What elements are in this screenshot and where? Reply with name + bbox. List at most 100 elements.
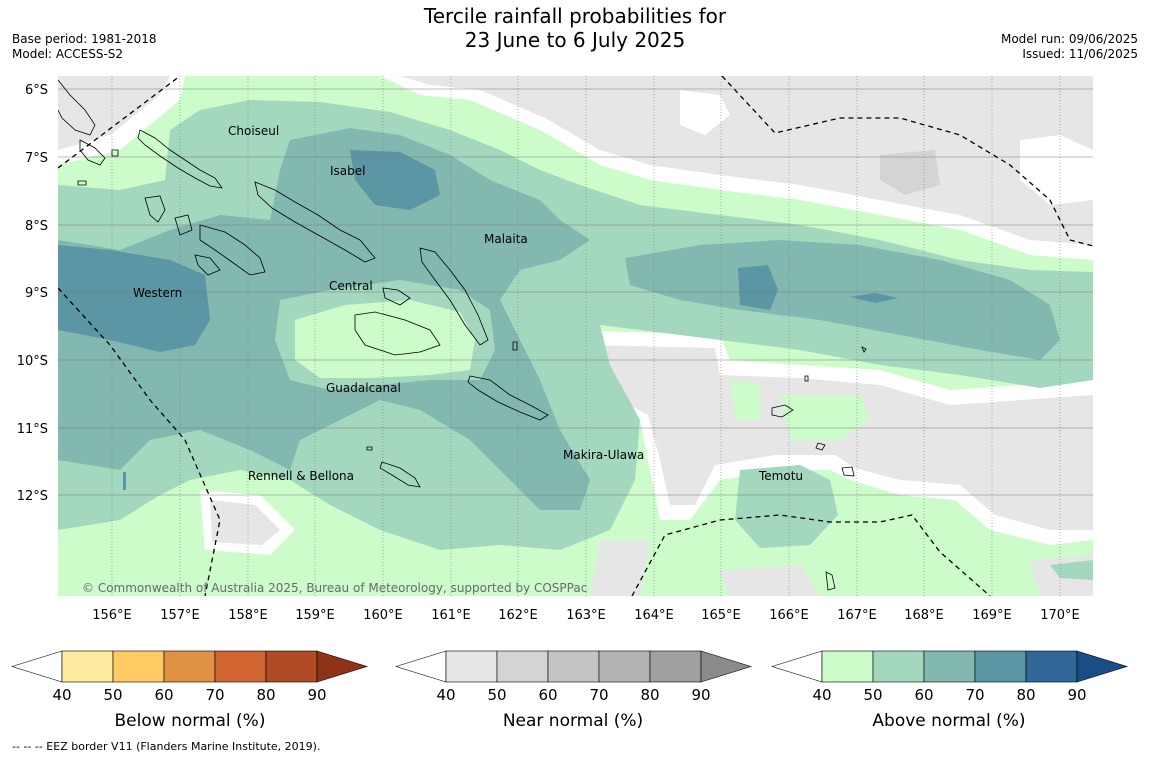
above-normal-60-east [625,240,1060,360]
model-name: Model: ACCESS-S2 [12,47,124,61]
colorbar-tick-label: 90 [691,686,710,704]
eez-borders [58,76,1093,596]
label-rennell: Rennell & Bellona [248,469,354,483]
eez-legend-note: -- -- -- EEZ border V11 (Flanders Marine… [12,740,321,753]
lon-label: 170°E [1040,608,1080,623]
colorbar-segment [1025,650,1078,683]
colorbar-tick-label: 40 [812,686,831,704]
colorbar-tick-label: 80 [640,686,659,704]
isabel-coast [254,181,376,263]
coastlines [58,79,867,591]
lon-label: 166°E [769,608,809,623]
colorbar-below-label: Below normal (%) [115,711,266,731]
label-malaita: Malaita [484,232,528,246]
colorbar-segment [61,650,114,683]
colorbar-segment [923,650,976,683]
title-line-2: 23 June to 6 July 2025 [464,28,686,52]
tiny-isle-7 [111,149,119,157]
lat-label: 6°S [25,83,48,98]
colorbar-below-normal: 40 50 60 70 80 90 [10,650,369,704]
colorbar-segment [974,650,1027,683]
above-normal-70-isabel [350,150,440,210]
above-normal-70-east [738,265,778,310]
colorbar-segment [214,650,267,683]
colorbar-extend-low [394,650,447,683]
colorbar-segment [547,650,600,683]
lon-axis-labels: 156°E 157°E 158°E 159°E 160°E 161°E 162°… [92,608,1080,623]
above-normal-50-temotu [735,465,838,548]
colorbar-segment [872,650,925,683]
santa-cruz-coast [771,404,794,418]
above-normal-70-east-small [850,293,898,303]
eez-border-ne [721,76,1093,247]
colorbar-above-normal: 40 50 60 70 80 90 [770,650,1129,704]
lon-label: 157°E [160,608,200,623]
above-normal-50-se [1050,560,1093,580]
province-labels: Choiseul Isabel Malaita Western Central … [133,124,803,483]
lat-label: 10°S [17,354,48,369]
lat-label: 11°S [17,422,48,437]
colorbar-segment [496,650,549,683]
lon-label: 162°E [498,608,538,623]
lon-label: 164°E [634,608,674,623]
colorbar-extend-high [316,650,369,683]
lon-label: 160°E [363,608,403,623]
map-copyright: © Commonwealth of Australia 2025, Bureau… [82,581,587,595]
meta-left: Base period: 1981-2018 Model: ACCESS-S2 [12,32,157,62]
bougainville-south-coast [79,139,106,166]
new-georgia-main-coast [199,224,266,276]
label-central: Central [329,279,373,293]
malaita-coast [419,247,489,346]
colorbar-tick-label: 60 [154,686,173,704]
eez-border-south [631,514,991,596]
colorbar-tick-label: 80 [256,686,275,704]
colorbar-segment [265,650,318,683]
map-title: Tercile rainfall probabilities for 23 Ju… [0,4,1150,52]
model-run: Model run: 09/06/2025 [1000,32,1138,46]
meta-right: Model run: 09/06/2025 Issued: 11/06/2025 [1001,32,1138,62]
vanikoro-coast [841,466,855,477]
tiny-isle-5 [366,446,373,451]
colorbar-segment [112,650,165,683]
map-grid [58,76,1093,596]
lat-grid-lines [58,88,1093,496]
above-normal-70-western [58,245,210,352]
above-normal-50-guad-inner [295,300,475,378]
colorbar-tick-label: 90 [1067,686,1086,704]
colorbar-extend-high [1076,650,1129,683]
colorbar-tick-label: 90 [307,686,326,704]
tiny-isle-1 [804,375,809,382]
colorbar-segment [821,650,874,683]
colorbar-tick-label: 50 [487,686,506,704]
label-choiseul: Choiseul [228,124,279,138]
utupua-coast [815,442,826,451]
lon-label: 159°E [295,608,335,623]
colorbar-tick-label: 60 [538,686,557,704]
above-normal-70-mark [123,472,126,490]
colorbar-extend-low [770,650,823,683]
colorbar-extend-high [700,650,753,683]
lat-label: 7°S [25,151,48,166]
rendova-coast [194,254,221,276]
colorbar-tick-label: 80 [1016,686,1035,704]
colorbar-near-label: Near normal (%) [503,711,643,731]
colorbar-tick-label: 60 [914,686,933,704]
lat-label: 12°S [17,489,48,504]
title-line-1: Tercile rainfall probabilities for [423,4,727,28]
choiseul-coast [137,129,223,189]
base-period: Base period: 1981-2018 [12,32,157,46]
colorbar-segment [598,650,651,683]
new-georgia-coast [144,195,166,223]
lon-label: 167°E [837,608,877,623]
lon-label: 156°E [92,608,132,623]
lat-label: 8°S [25,219,48,234]
map-plot-area: © Commonwealth of Australia 2025, Bureau… [58,76,1093,596]
bougainville-coast [58,79,96,136]
lon-label: 158°E [228,608,268,623]
lon-label: 161°E [431,608,471,623]
colorbar-segment [649,650,702,683]
makira-coast [467,375,549,421]
lon-label: 165°E [701,608,741,623]
colorbar-tick-label: 70 [589,686,608,704]
